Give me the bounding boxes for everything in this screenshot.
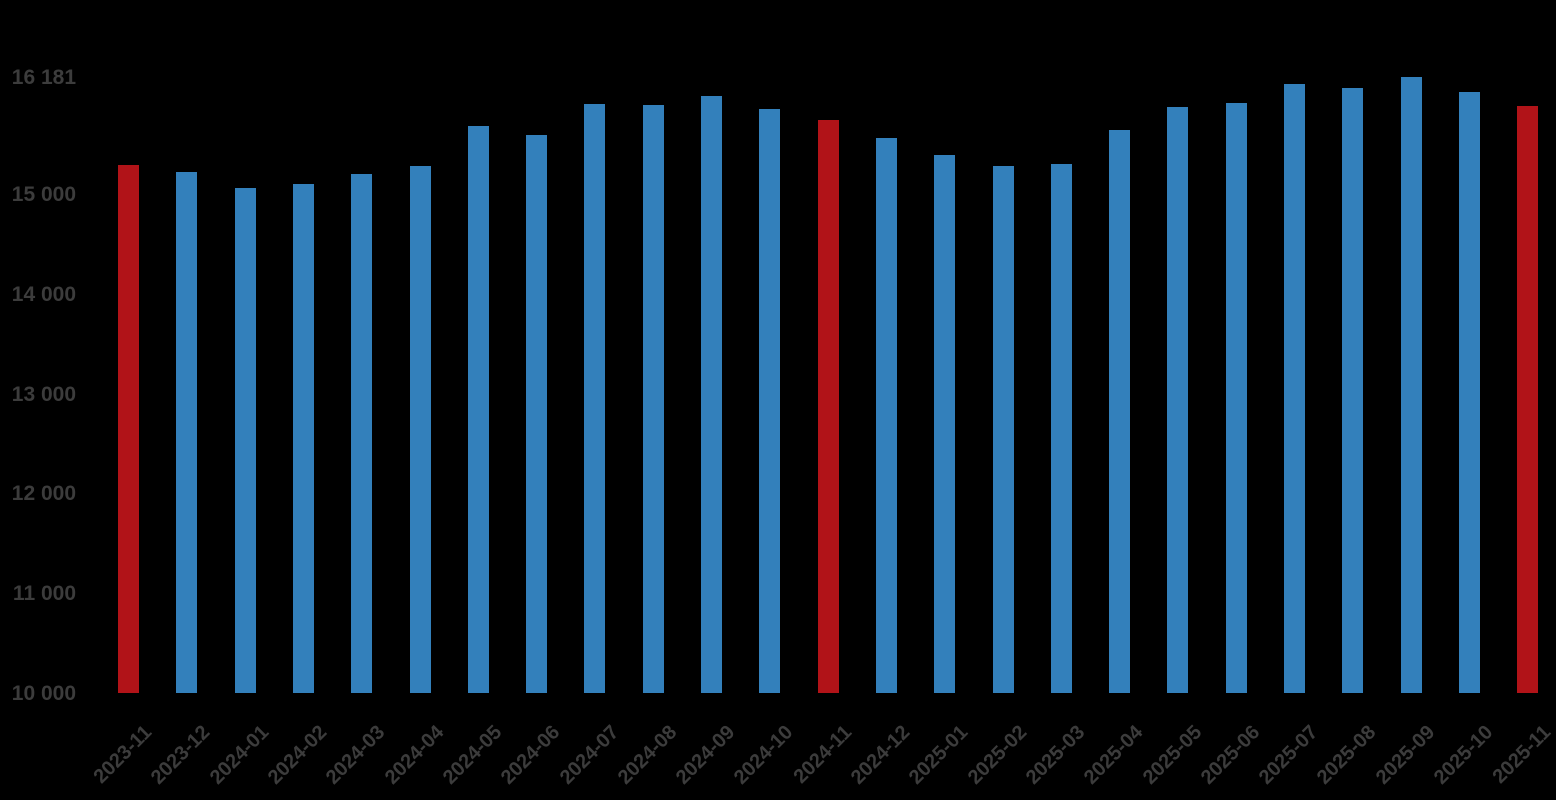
x-axis-label: 2025-01 [905,721,973,789]
y-axis-label: 12 000 [11,482,76,506]
y-axis-label: 15 000 [11,183,76,207]
x-axis-label: 2025-02 [963,721,1031,789]
bar-2024-10 [759,108,781,693]
y-axis-label: 11 000 [12,581,76,605]
x-axis-label: 2024-06 [496,721,565,789]
bar-2025-10 [1458,92,1480,693]
x-axis-label: 2025-08 [1313,721,1381,789]
bar-2024-11 [817,119,839,693]
bar-2024-09 [701,96,722,693]
y-axis-label: 10 000 [11,681,76,705]
bar-2025-02 [992,165,1014,693]
bar-2025-06 [1225,103,1247,693]
bar-2023-11 [118,164,139,693]
bar-2025-08 [1342,88,1364,693]
x-axis-label: 2025-03 [1021,721,1090,789]
bar-2025-01 [934,154,956,693]
bar-2024-08 [642,105,664,693]
bar-2025-11 [1517,106,1539,693]
bar-2025-04 [1109,129,1131,693]
x-axis-label: 2025-07 [1254,721,1323,789]
bar-2024-06 [526,134,548,693]
x-axis-label: 2023-11 [89,721,157,788]
y-axis-label: 13 000 [11,382,76,406]
x-axis-label: 2025-09 [1371,721,1439,789]
bar-2024-01 [234,187,256,693]
x-axis-label: 2024-04 [380,721,448,789]
bar-2023-12 [176,171,198,693]
x-axis-label: 2024-09 [671,721,740,789]
bar-2025-07 [1284,84,1305,693]
x-axis-label: 2023-12 [147,721,215,789]
y-axis-max-label: 16 181 [11,65,76,89]
bar-2024-07 [584,104,606,693]
bar-2025-03 [1050,163,1072,693]
bar-2025-05 [1167,106,1189,693]
bar-2025-09 [1400,77,1422,693]
x-axis-label: 2024-10 [730,721,798,789]
bar-2024-12 [875,137,897,693]
bar-2024-02 [292,183,314,693]
bar-2024-05 [467,125,489,693]
x-axis-label: 2025-06 [1196,721,1265,789]
x-axis-label: 2024-12 [846,721,915,789]
bar-2024-04 [409,165,431,693]
x-axis-label: 2024-07 [555,721,623,789]
x-axis-label: 2025-04 [1079,721,1148,789]
x-axis-label: 2024-03 [322,721,390,789]
x-axis-label: 2024-01 [205,721,273,789]
x-axis-label: 2025-11 [1488,721,1556,788]
x-axis-label: 2024-02 [263,721,332,789]
x-axis-label: 2025-05 [1138,721,1206,789]
x-axis-label: 2024-05 [438,721,507,789]
x-axis-label: 2024-11 [789,721,856,788]
bar-2024-03 [351,173,373,693]
x-axis-label: 2025-10 [1429,721,1498,789]
x-axis-label: 2024-08 [613,721,682,789]
y-axis-label: 14 000 [11,282,76,306]
